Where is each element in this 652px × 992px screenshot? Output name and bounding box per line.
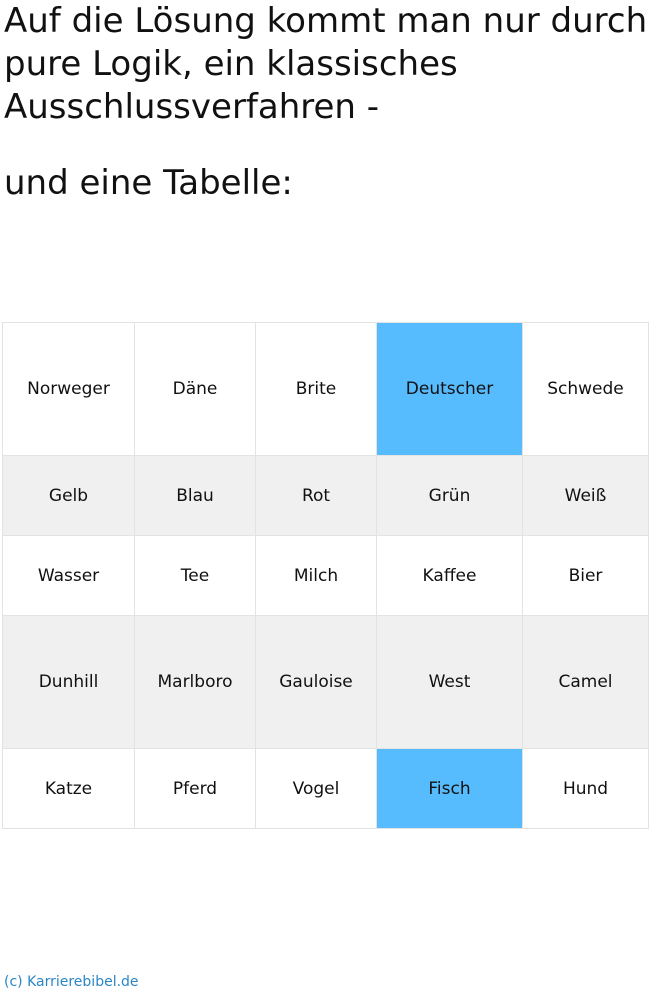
cell-west: West: [376, 615, 523, 749]
cell-bier: Bier: [522, 535, 649, 616]
cell-schwede: Schwede: [522, 322, 649, 456]
row-drink: Wasser Tee Milch Kaffee Bier: [2, 535, 649, 616]
cell-gelb: Gelb: [2, 455, 135, 536]
row-color: Gelb Blau Rot Grün Weiß: [2, 455, 649, 536]
cell-katze: Katze: [2, 748, 135, 829]
cell-hund: Hund: [522, 748, 649, 829]
row-cigarette: Dunhill Marlboro Gauloise West Camel: [2, 615, 649, 749]
cell-vogel: Vogel: [255, 748, 377, 829]
cell-wasser: Wasser: [2, 535, 135, 616]
intro-text: Auf die Lösung kommt man nur durch pure …: [4, 1, 648, 127]
copyright-credit: (c) Karrierebibel.de: [4, 974, 139, 990]
solution-table: Norweger Däne Brite Deutscher Schwede Ge…: [2, 322, 649, 829]
cell-pferd: Pferd: [134, 748, 256, 829]
cell-blau: Blau: [134, 455, 256, 536]
cell-daene: Däne: [134, 322, 256, 456]
cell-gruen: Grün: [376, 455, 523, 536]
row-nationality: Norweger Däne Brite Deutscher Schwede: [2, 322, 649, 456]
cell-tee: Tee: [134, 535, 256, 616]
cell-milch: Milch: [255, 535, 377, 616]
cell-gauloise: Gauloise: [255, 615, 377, 749]
cell-marlboro: Marlboro: [134, 615, 256, 749]
cell-dunhill: Dunhill: [2, 615, 135, 749]
cell-norweger: Norweger: [2, 322, 135, 456]
cell-fisch-highlighted: Fisch: [376, 748, 523, 829]
cell-weiss: Weiß: [522, 455, 649, 536]
cell-kaffee: Kaffee: [376, 535, 523, 616]
cell-camel: Camel: [522, 615, 649, 749]
row-pet: Katze Pferd Vogel Fisch Hund: [2, 748, 649, 829]
cell-deutscher-highlighted: Deutscher: [376, 322, 523, 456]
table-intro-text: und eine Tabelle:: [4, 163, 293, 203]
cell-brite: Brite: [255, 322, 377, 456]
cell-rot: Rot: [255, 455, 377, 536]
